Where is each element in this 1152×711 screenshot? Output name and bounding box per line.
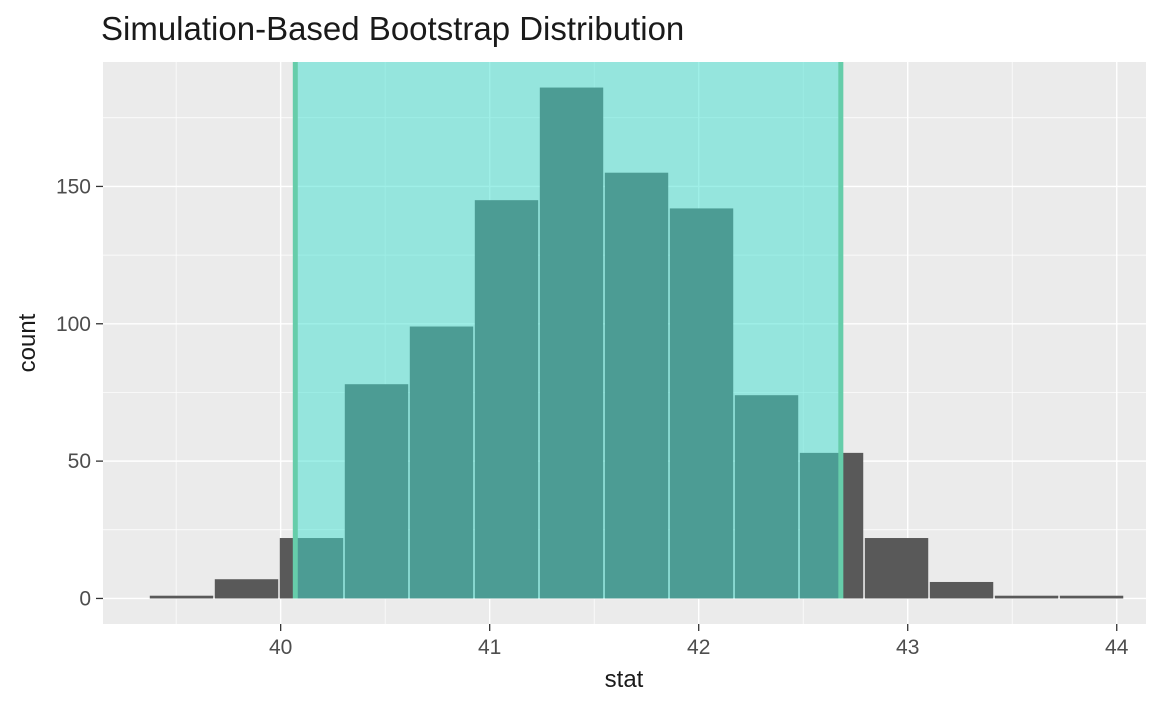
histogram-bar [864,538,929,599]
x-axis-tick-label: 40 [269,636,292,659]
x-axis-title: stat [604,666,644,693]
ci-shaded-region [295,62,841,599]
x-axis-tick-label: 43 [896,636,919,659]
y-axis-tick-label: 0 [79,587,91,610]
chart-title: Simulation-Based Bootstrap Distribution [101,10,685,47]
histogram-bar [214,579,279,599]
x-axis-tick-label: 44 [1105,636,1129,659]
histogram-bar [994,595,1059,599]
y-axis-tick-label: 50 [68,450,91,473]
x-axis-tick-label: 42 [687,636,710,659]
y-axis-title: count [14,313,41,373]
y-axis-tick-label: 150 [56,175,91,198]
y-axis-tick-label: 100 [56,313,91,336]
histogram-bar [1059,595,1124,599]
histogram-bar [149,595,214,599]
x-axis-tick-label: 41 [478,636,501,659]
histogram-bar [929,581,994,599]
